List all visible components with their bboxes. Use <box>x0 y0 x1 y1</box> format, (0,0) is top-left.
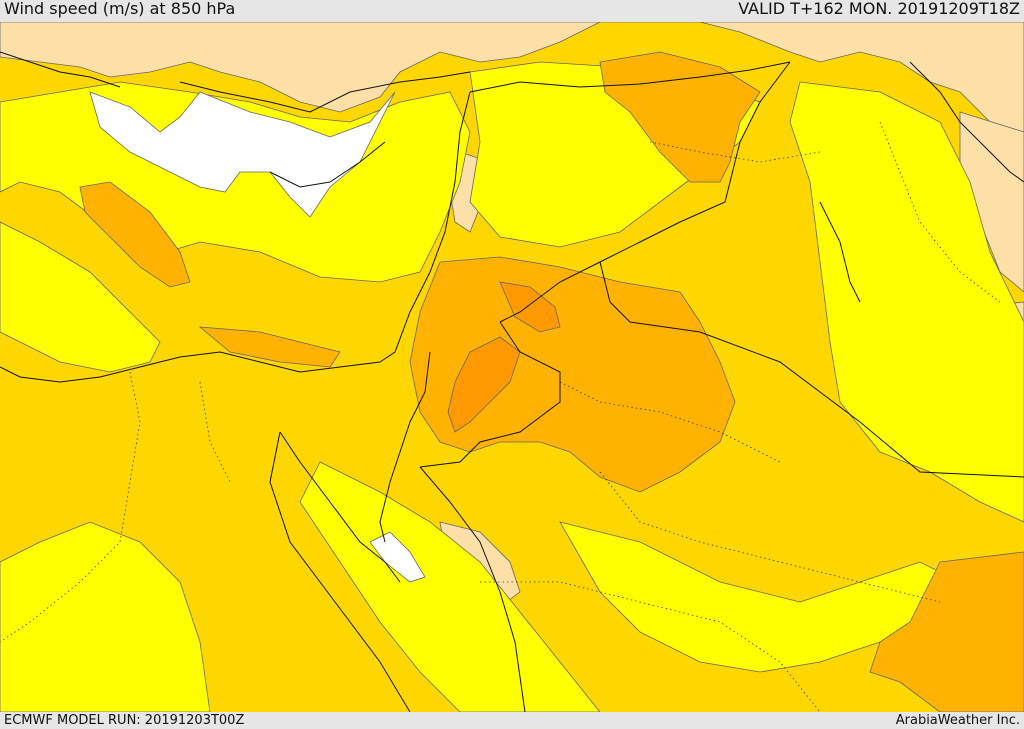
fresh-area-strip <box>198 326 341 368</box>
calm-area-cyprus-sea <box>89 91 396 218</box>
wind-speed-map <box>0 22 1024 712</box>
map-title: Wind speed (m/s) at 850 hPa <box>4 0 236 18</box>
map-header: Wind speed (m/s) at 850 hPa VALID T+162 … <box>0 0 1024 22</box>
coastlines-and-borders <box>0 51 1024 712</box>
credit-label: ArabiaWeather Inc. <box>895 713 1020 728</box>
strong-area-jordan <box>447 336 521 433</box>
moderate-low-area-red-sea <box>299 461 601 712</box>
moderate-low-area-west <box>0 221 161 373</box>
light-area-north <box>0 22 1024 133</box>
valid-time: VALID T+162 MON. 20191209T18Z <box>738 0 1020 18</box>
fresh-area-jordan <box>409 256 736 493</box>
model-run: ECMWF MODEL RUN: 20191203T00Z <box>4 713 245 728</box>
fresh-area-med <box>79 181 191 288</box>
moderate-low-area-south <box>0 521 211 712</box>
internal-boundaries <box>0 121 1001 712</box>
map-footer: ECMWF MODEL RUN: 20191203T00Z ArabiaWeat… <box>0 712 1024 729</box>
strong-area-jordan-north <box>499 281 561 333</box>
fresh-area-east <box>869 551 1024 712</box>
moderate-low-area-iraq <box>789 81 1024 523</box>
